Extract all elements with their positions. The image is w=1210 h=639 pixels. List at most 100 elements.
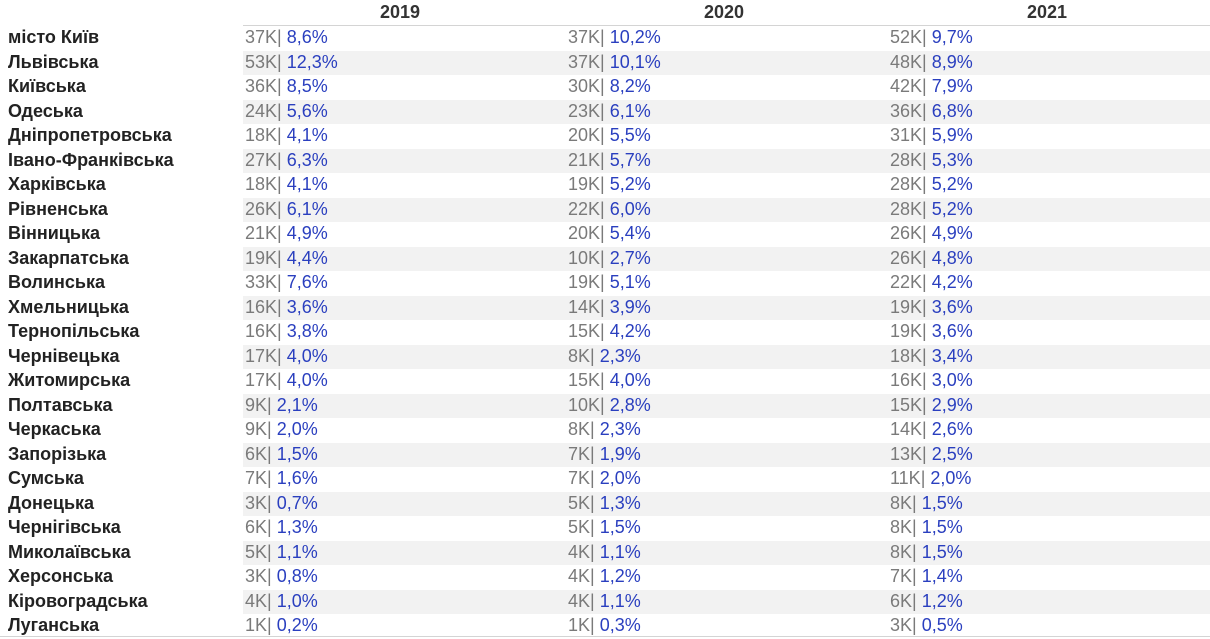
percent-value: 1,5% <box>921 541 963 562</box>
value-separator: | <box>922 125 927 145</box>
value-cell-2021: 31K| 5,9% <box>890 125 973 146</box>
percent-value: 4,2% <box>609 321 651 341</box>
count-value: 8K <box>890 541 913 562</box>
value-separator: | <box>600 321 605 341</box>
percent-value: 4,2% <box>931 272 973 292</box>
value-cell-2019: 18K| 4,1% <box>245 125 328 146</box>
value-separator: | <box>922 443 927 464</box>
percent-value: 1,0% <box>276 590 318 611</box>
value-separator: | <box>590 443 595 464</box>
count-value: 31K <box>890 125 923 145</box>
value-separator: | <box>600 272 605 292</box>
percent-value: 3,9% <box>609 296 651 317</box>
table-row: Сумська 7K| 1,6% 7K| 2,0% 11K| 2,0% <box>0 467 1210 492</box>
value-cell-2019: 4K| 1,0% <box>245 591 318 612</box>
percent-value: 0,5% <box>921 615 963 635</box>
row-band-background <box>243 491 1210 516</box>
table-row: Рівненська 26K| 6,1% 22K| 6,0% 28K| 5,2% <box>0 197 1210 222</box>
percent-value: 1,1% <box>276 541 318 562</box>
count-value: 22K <box>890 272 923 292</box>
value-cell-2020: 1K| 0,3% <box>568 615 641 636</box>
value-separator: | <box>590 541 595 562</box>
value-separator: | <box>267 492 272 513</box>
value-separator: | <box>920 468 926 488</box>
value-cell-2021: 8K| 1,5% <box>890 542 963 563</box>
row-band-background <box>243 50 1210 75</box>
count-value: 16K <box>245 321 278 341</box>
value-separator: | <box>922 174 927 194</box>
value-separator: | <box>277 100 282 121</box>
count-value: 30K <box>568 76 601 96</box>
count-value: 20K <box>568 223 601 243</box>
count-value: 20K <box>568 125 601 145</box>
row-band-background <box>243 344 1210 369</box>
region-label: Львівська <box>8 51 99 72</box>
value-cell-2019: 9K| 2,1% <box>245 395 318 416</box>
count-value: 11K <box>890 468 921 488</box>
count-value: 18K <box>890 345 923 366</box>
value-cell-2021: 19K| 3,6% <box>890 297 973 318</box>
count-value: 23K <box>568 100 601 121</box>
value-cell-2019: 16K| 3,8% <box>245 321 328 342</box>
count-value: 19K <box>568 174 601 194</box>
header-divider <box>243 25 1210 26</box>
table-row: Миколаївська 5K| 1,1% 4K| 1,1% 8K| 1,5% <box>0 540 1210 565</box>
value-separator: | <box>277 76 282 96</box>
value-separator: | <box>922 345 927 366</box>
percent-value: 0,7% <box>276 492 318 513</box>
value-cell-2020: 19K| 5,1% <box>568 272 651 293</box>
count-value: 4K <box>245 590 268 611</box>
value-separator: | <box>590 419 595 439</box>
percent-value: 2,5% <box>931 443 973 464</box>
row-band-background <box>243 99 1210 124</box>
value-cell-2020: 30K| 8,2% <box>568 76 651 97</box>
value-separator: | <box>912 517 917 537</box>
count-value: 3K <box>245 492 268 513</box>
region-label: Миколаївська <box>8 541 131 562</box>
count-value: 15K <box>890 394 923 415</box>
table-row: Чернігівська 6K| 1,3% 5K| 1,5% 8K| 1,5% <box>0 516 1210 541</box>
count-value: 19K <box>568 272 601 292</box>
percent-value: 3,6% <box>931 296 973 317</box>
value-cell-2019: 7K| 1,6% <box>245 468 318 489</box>
percent-value: 3,0% <box>931 370 973 390</box>
value-separator: | <box>267 541 272 562</box>
count-value: 19K <box>245 247 278 268</box>
value-cell-2019: 3K| 0,7% <box>245 493 318 514</box>
percent-value: 5,5% <box>609 125 651 145</box>
value-cell-2019: 53K| 12,3% <box>245 52 338 73</box>
percent-value: 2,3% <box>599 419 641 439</box>
value-cell-2019: 18K| 4,1% <box>245 174 328 195</box>
value-separator: | <box>277 27 282 47</box>
percent-value: 2,7% <box>609 247 651 268</box>
percent-value: 5,2% <box>931 174 973 194</box>
percent-value: 6,0% <box>609 198 651 219</box>
percent-value: 5,6% <box>286 100 328 121</box>
value-separator: | <box>912 492 917 513</box>
region-label: Луганська <box>8 615 100 635</box>
percent-value: 2,0% <box>599 468 641 488</box>
count-value: 26K <box>890 223 923 243</box>
percent-value: 0,3% <box>599 615 641 635</box>
value-cell-2019: 6K| 1,5% <box>245 444 318 465</box>
percent-value: 1,5% <box>276 443 318 464</box>
value-cell-2019: 5K| 1,1% <box>245 542 318 563</box>
value-separator: | <box>922 321 927 341</box>
table-row: Волинська 33K| 7,6% 19K| 5,1% 22K| 4,2% <box>0 271 1210 296</box>
count-value: 19K <box>890 321 923 341</box>
column-header-2021: 2021 <box>1026 2 1068 22</box>
value-cell-2021: 26K| 4,9% <box>890 223 973 244</box>
value-cell-2021: 11K| 2,0% <box>890 468 971 489</box>
count-value: 18K <box>245 125 278 145</box>
count-value: 37K <box>568 27 601 47</box>
count-value: 14K <box>890 419 923 439</box>
percent-value: 4,4% <box>286 247 328 268</box>
value-separator: | <box>277 198 282 219</box>
count-value: 8K <box>568 419 591 439</box>
value-separator: | <box>600 100 605 121</box>
value-separator: | <box>590 468 595 488</box>
region-label: Житомирська <box>8 370 131 390</box>
value-separator: | <box>922 296 927 317</box>
value-separator: | <box>267 517 272 537</box>
region-label: Запорізька <box>8 443 107 464</box>
